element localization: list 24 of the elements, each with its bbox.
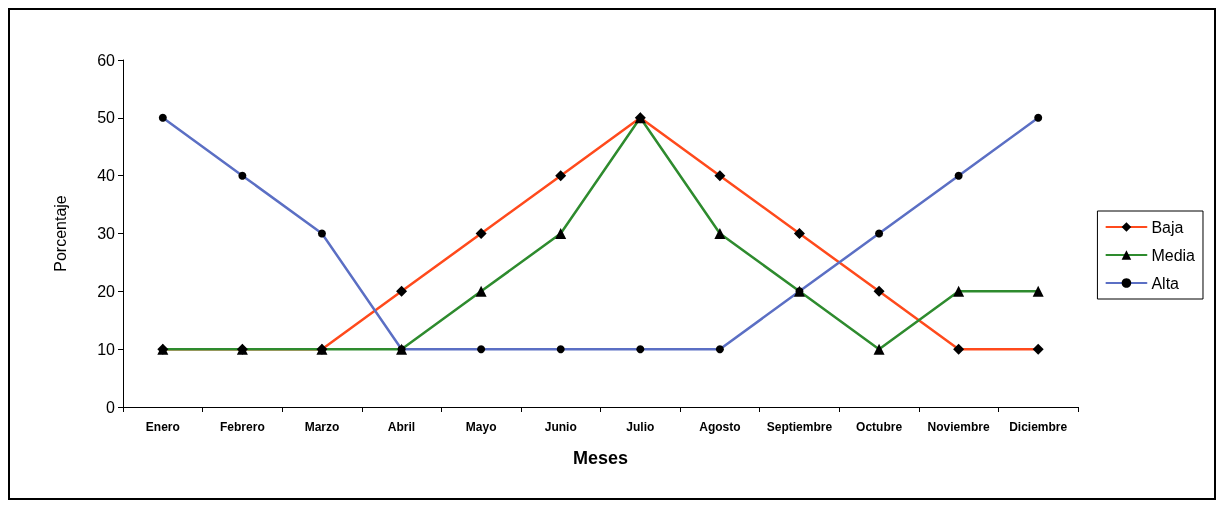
x-tick-label: Mayo xyxy=(465,420,497,434)
x-tick-label: Abril xyxy=(387,420,416,434)
x-tick-label: Febrero xyxy=(220,420,265,434)
x-tick-label: Marzo xyxy=(304,420,340,434)
x-tick-label: Junio xyxy=(544,420,577,434)
x-tick-label: Julio xyxy=(626,420,655,434)
x-tick-label: Diciembre xyxy=(1009,420,1068,434)
y-tick-label: 60 xyxy=(97,51,116,69)
x-tick-label: Agosto xyxy=(699,420,741,434)
y-tick-label: 30 xyxy=(97,225,116,242)
y-tick-label: 50 xyxy=(97,109,116,127)
y-axis-title: Porcentaje xyxy=(51,195,69,272)
y-tick-label: 40 xyxy=(97,167,116,185)
y-tick-label: 0 xyxy=(106,398,116,416)
y-tick-label: 10 xyxy=(97,340,116,358)
x-tick-label: Septiembre xyxy=(766,420,833,434)
legend-label: Baja xyxy=(1151,218,1184,236)
x-tick-label: Noviembre xyxy=(927,420,990,434)
x-tick-label: Octubre xyxy=(856,420,903,434)
legend-label: Media xyxy=(1151,246,1196,264)
x-tick-label: Enero xyxy=(145,420,180,434)
x-axis-title: Meses xyxy=(572,448,629,468)
legend-label: Alta xyxy=(1151,274,1180,292)
y-tick-label: 20 xyxy=(97,282,116,300)
